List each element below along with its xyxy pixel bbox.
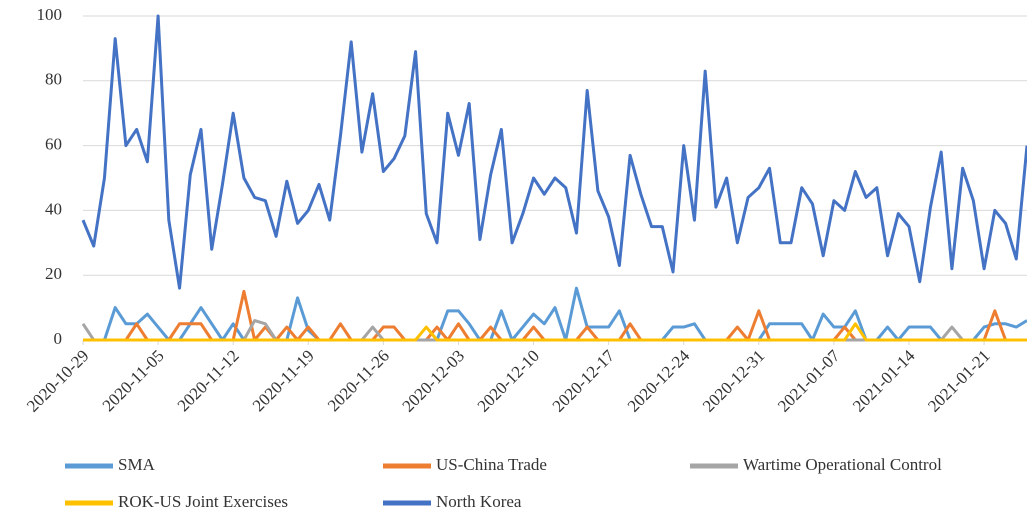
legend-label: North Korea: [436, 492, 522, 511]
x-tick-label: 2021-01-14: [849, 346, 919, 416]
series-line: [81, 14, 1027, 290]
y-tick-label: 20: [45, 264, 62, 283]
y-tick-label: 100: [37, 5, 63, 24]
x-tick-label: 2020-12-17: [549, 346, 619, 416]
x-tick-label: 2020-11-05: [99, 346, 168, 415]
x-tick-label: 2020-11-19: [249, 346, 318, 415]
x-tick-label: 2020-12-24: [624, 346, 694, 416]
legend-label: SMA: [118, 455, 156, 474]
series-line: [83, 286, 1027, 342]
series-line: [83, 289, 1027, 342]
x-tick-label: 2021-01-21: [924, 346, 994, 416]
y-tick-label: 0: [54, 329, 63, 348]
legend-label: US-China Trade: [436, 455, 547, 474]
x-tick-label: 2020-12-31: [699, 346, 769, 416]
x-tick-label: 2020-12-10: [474, 346, 544, 416]
x-tick-label: 2020-11-12: [174, 346, 243, 415]
y-tick-label: 80: [45, 70, 62, 89]
x-tick-label: 2020-12-03: [399, 346, 469, 416]
x-tick-label: 2020-11-26: [324, 346, 393, 415]
y-tick-label: 40: [45, 199, 62, 218]
series-line: [83, 322, 1027, 342]
x-tick-label: 2020-10-29: [23, 346, 93, 416]
legend-label: ROK-US Joint Exercises: [118, 492, 288, 511]
x-tick-label: 2021-01-07: [774, 346, 844, 416]
y-tick-label: 60: [45, 135, 62, 154]
legend-label: Wartime Operational Control: [743, 455, 942, 474]
